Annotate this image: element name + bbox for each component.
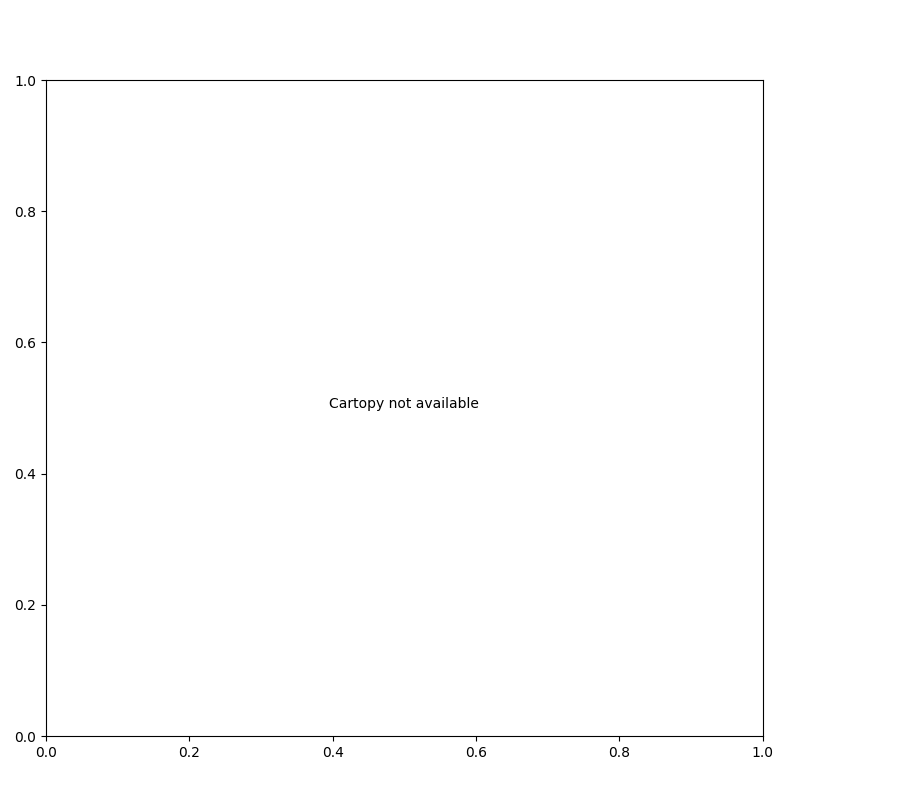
Text: Cartopy not available: Cartopy not available <box>329 397 480 411</box>
